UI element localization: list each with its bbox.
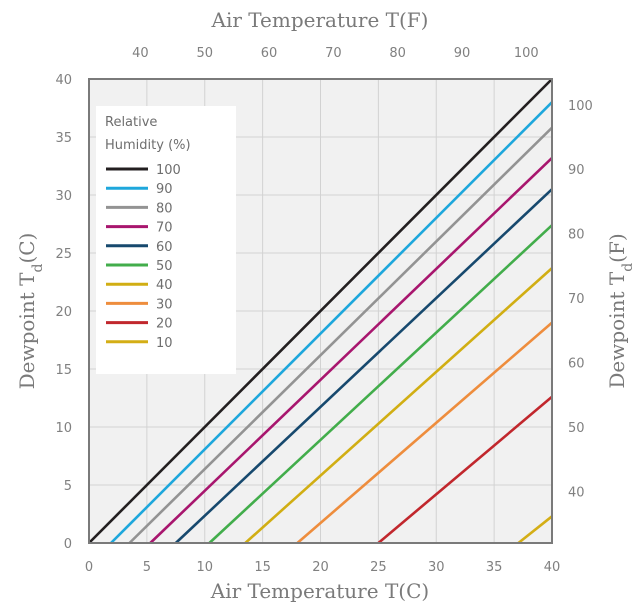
- x-tick-label: 25: [370, 560, 387, 575]
- x2-tick-label: 90: [454, 46, 471, 61]
- series-line-rh-50: [208, 224, 553, 544]
- legend-items: 100 90 80 70 60 50 40 30 20 10: [106, 163, 181, 351]
- x-tick-label: 35: [486, 560, 503, 575]
- y2-tick-label: 40: [568, 485, 585, 500]
- x2-tick-label: 80: [389, 46, 406, 61]
- legend-label-30: 30: [156, 297, 173, 312]
- series-line-rh-100: [88, 78, 553, 544]
- legend-label-90: 90: [156, 182, 173, 197]
- y2-tick-label: 80: [568, 228, 585, 243]
- y-tick-label: 25: [55, 247, 72, 262]
- x-tick-label: 10: [196, 560, 213, 575]
- y2-tick-label: 60: [568, 357, 585, 372]
- y-tick-label: 40: [55, 73, 72, 88]
- legend-title: Relative: [105, 115, 157, 130]
- tick-labels: 0 5 10 15 20 25 30 35 40 0 5 10 15 20 25 30 35 40 40 50 60 70…: [55, 46, 592, 575]
- legend: Relative Humidity (%) 100 90 80 70 60 50 40 30 2…: [96, 106, 236, 374]
- plot-area-border: [88, 78, 553, 544]
- y-axis-title: Dewpoint Td(C): [15, 233, 46, 390]
- x-tick-label: 30: [428, 560, 445, 575]
- legend-label-60: 60: [156, 240, 173, 255]
- y-tick-label: 30: [55, 189, 72, 204]
- legend-label-50: 50: [156, 259, 173, 274]
- x2-axis-title: Air Temperature T(F): [211, 8, 429, 32]
- y-tick-label: 5: [64, 479, 72, 494]
- y2-tick-label: 100: [568, 99, 593, 114]
- legend-label-70: 70: [156, 221, 173, 236]
- y2-tick-label: 50: [568, 421, 585, 436]
- x-tick-label: 5: [143, 560, 151, 575]
- x-tick-label: 20: [312, 560, 329, 575]
- y2-axis-title: Dewpoint Td(F): [605, 233, 636, 388]
- x2-tick-label: 70: [325, 46, 342, 61]
- legend-label-80: 80: [156, 201, 173, 216]
- x-tick-label: 0: [85, 560, 93, 575]
- subscript-d: d: [30, 264, 46, 273]
- subscript-d: d: [620, 263, 636, 272]
- x2-tick-label: 100: [514, 46, 539, 61]
- series-line-rh-60: [174, 188, 553, 544]
- legend-label-20: 20: [156, 317, 173, 332]
- series-lines: [88, 78, 553, 545]
- x2-tick-label: 60: [261, 46, 278, 61]
- legend-label-40: 40: [156, 278, 173, 293]
- y-tick-label: 0: [64, 537, 72, 552]
- series-line-rh-40: [244, 267, 553, 544]
- x2-tick-label: 40: [132, 46, 149, 61]
- series-line-rh-90: [110, 101, 553, 544]
- series-line-rh-30: [296, 321, 553, 544]
- legend-title: Humidity (%): [105, 138, 191, 153]
- y-tick-label: 10: [55, 421, 72, 436]
- x2-tick-label: 50: [196, 46, 213, 61]
- legend-label-100: 100: [156, 163, 181, 178]
- legend-box: [96, 106, 236, 374]
- legend-label-10: 10: [156, 336, 173, 351]
- y-tick-label: 15: [55, 363, 72, 378]
- x-tick-label: 15: [254, 560, 271, 575]
- series-line-rh-80: [128, 126, 553, 544]
- x-axis-title: Air Temperature T(C): [210, 579, 429, 603]
- series-line-rh-70: [149, 156, 553, 544]
- y2-tick-label: 70: [568, 292, 585, 307]
- y2-tick-label: 90: [568, 163, 585, 178]
- y-tick-label: 35: [55, 131, 72, 146]
- x-tick-label: 40: [544, 560, 561, 575]
- series-line-rh-20: [377, 395, 553, 544]
- y-tick-label: 20: [55, 305, 72, 320]
- series-line-rh-10: [517, 515, 553, 545]
